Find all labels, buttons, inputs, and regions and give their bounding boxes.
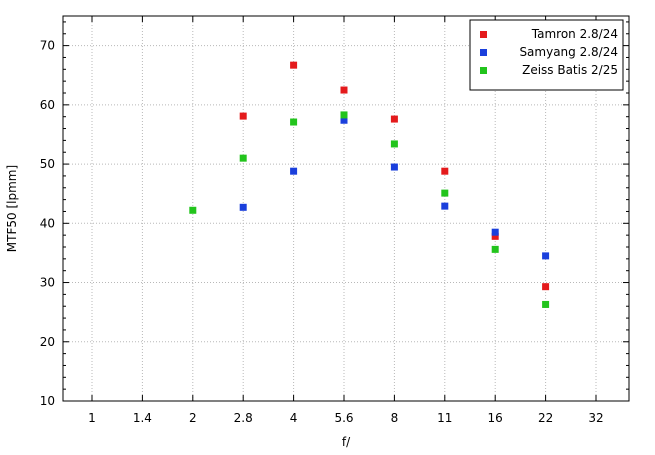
x-tick-label: 8	[391, 411, 399, 425]
data-point-series-1	[340, 116, 348, 124]
x-tick-label: 2.8	[234, 411, 253, 425]
legend-box	[469, 19, 624, 91]
data-point-series-2	[542, 300, 550, 308]
y-axis-title: MTF50 [lpmm]	[5, 165, 19, 252]
x-tick-label: 2	[189, 411, 197, 425]
x-tick-label: 5.6	[334, 411, 353, 425]
x-tick-label: 1	[88, 411, 96, 425]
data-point-series-2	[491, 245, 499, 253]
data-point-series-2	[390, 140, 398, 148]
legend-label: Samyang 2.8/24	[519, 45, 618, 59]
y-tick-label: 10	[40, 394, 55, 408]
data-point-series-0	[390, 115, 398, 123]
y-tick-label: 50	[40, 157, 55, 171]
data-point-series-0	[491, 232, 499, 240]
data-point-series-0	[441, 167, 449, 175]
data-point-series-1	[239, 203, 247, 211]
data-point-series-2	[290, 118, 298, 126]
data-point-series-0	[542, 283, 550, 291]
data-point-series-0	[290, 61, 298, 69]
legend-swatch	[480, 49, 487, 56]
x-tick-label: 32	[588, 411, 603, 425]
y-tick-label: 20	[40, 335, 55, 349]
data-point-series-1	[390, 163, 398, 171]
data-point-series-1	[441, 202, 449, 210]
legend-label: Zeiss Batis 2/25	[522, 63, 618, 77]
data-points	[189, 61, 550, 308]
axis-ticks: 10 20 30 40 50 60 70 1 1.4 2 2.8 4 5.6 8 11 16 22 32	[40, 16, 629, 425]
y-tick-label: 30	[40, 276, 55, 290]
y-tick-label: 70	[40, 39, 55, 53]
data-point-series-0	[340, 86, 348, 94]
x-tick-label: 11	[437, 411, 452, 425]
legend-swatch	[480, 67, 487, 74]
x-tick-label: 22	[538, 411, 553, 425]
y-tick-label: 60	[40, 98, 55, 112]
legend-swatch	[480, 31, 487, 38]
x-tick-label: 16	[488, 411, 503, 425]
data-point-series-1	[542, 252, 550, 260]
x-axis-title: f/	[342, 435, 351, 449]
plot-frame	[62, 15, 630, 402]
legend-label: Tamron 2.8/24	[531, 27, 618, 41]
y-tick-label: 40	[40, 216, 55, 230]
legend: Tamron 2.8/24 Samyang 2.8/24 Zeiss Batis 2…	[469, 19, 624, 91]
data-point-series-2	[189, 206, 197, 214]
data-point-series-2	[441, 189, 449, 197]
data-point-series-1	[491, 228, 499, 236]
data-point-series-2	[340, 111, 348, 119]
x-tick-label: 4	[290, 411, 298, 425]
data-point-series-0	[239, 112, 247, 120]
data-point-series-2	[239, 154, 247, 162]
x-tick-label: 1.4	[133, 411, 152, 425]
data-point-series-1	[290, 167, 298, 175]
